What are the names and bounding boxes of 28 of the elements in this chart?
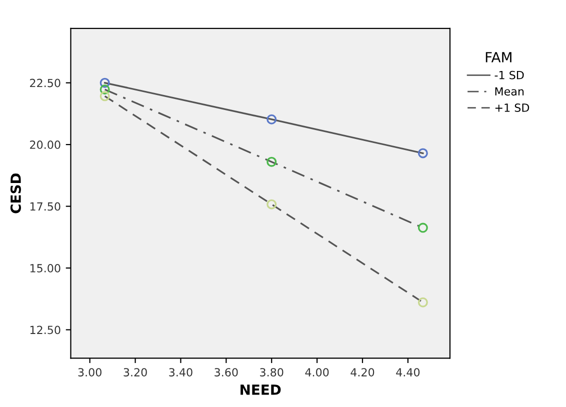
point — [100, 84, 110, 94]
legend-label: -1 SD — [494, 70, 524, 80]
y-tick-label: 15.00 — [30, 264, 60, 272]
x-axis-title: NEED — [240, 384, 281, 395]
y-axis-title: CESD — [10, 173, 21, 214]
x-tick-label: 3.20 — [124, 368, 147, 376]
point — [418, 297, 428, 308]
y-tick-label: 22.50 — [30, 78, 60, 88]
point — [418, 148, 428, 158]
legend-label: +1 SD — [495, 103, 530, 112]
legend-label: Mean — [495, 87, 524, 96]
point — [100, 78, 110, 88]
point — [266, 156, 277, 167]
x-tick-label: 4.40 — [396, 368, 420, 376]
x-tick-label: 4.00 — [305, 368, 329, 376]
point — [266, 114, 277, 124]
y-tick-label: 20.00 — [30, 140, 60, 149]
y-tick-label: 17.50 — [30, 202, 60, 211]
x-tick-label: 3.40 — [169, 368, 192, 376]
point — [418, 222, 428, 233]
x-tick-label: 3.60 — [214, 368, 238, 376]
point — [266, 199, 277, 210]
x-tick-label: 4.20 — [350, 368, 374, 376]
x-tick-label: 3.80 — [260, 368, 284, 376]
legend-title: FAM — [486, 52, 512, 62]
point — [100, 91, 110, 102]
y-tick-label: 12.50 — [30, 326, 60, 334]
x-tick-label: 3.00 — [78, 368, 102, 376]
